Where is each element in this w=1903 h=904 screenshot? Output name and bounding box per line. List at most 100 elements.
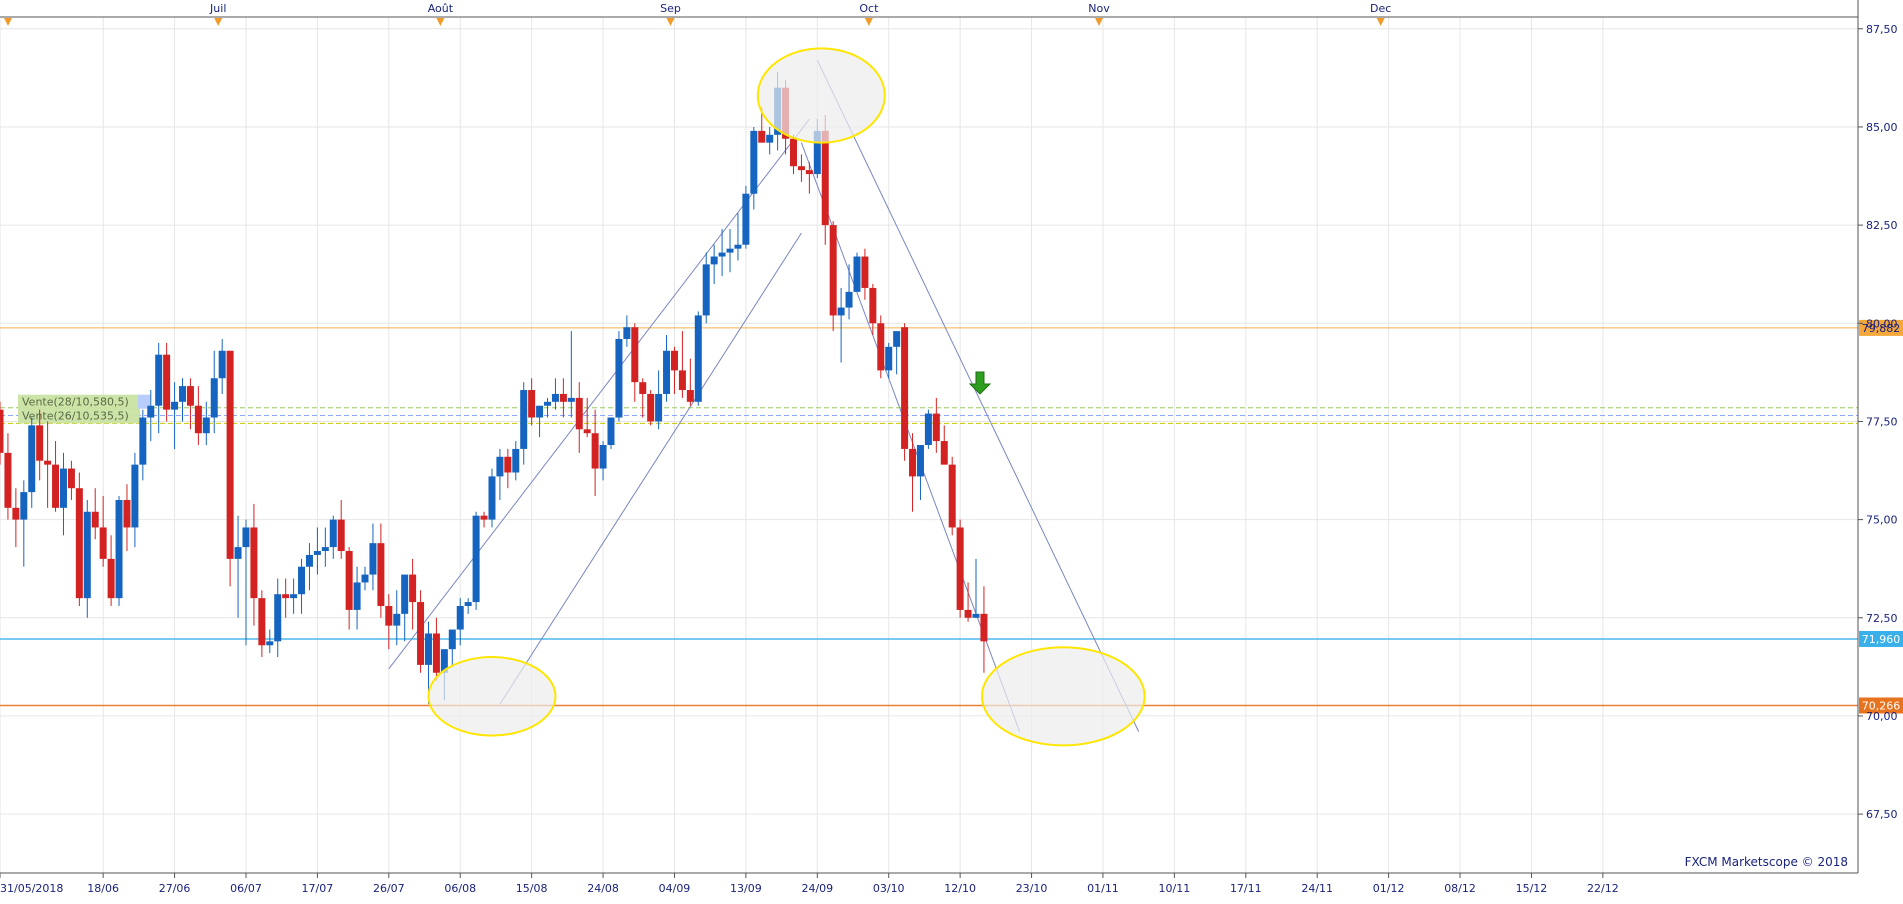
candle (456, 598, 464, 646)
candle-body (972, 613, 980, 618)
candle-body (194, 405, 202, 434)
candle (686, 358, 694, 406)
candle (313, 527, 321, 575)
trendline (388, 118, 810, 670)
sell-arrow-icon (968, 371, 992, 395)
candle (829, 221, 837, 332)
candle (694, 311, 702, 406)
candle (401, 574, 409, 642)
candle (504, 448, 512, 489)
candle (909, 433, 917, 512)
reference-label: 71,960 (1862, 633, 1901, 646)
candle-body (702, 264, 710, 316)
month-marker-icon (666, 18, 675, 26)
candle (266, 629, 274, 654)
candle (797, 154, 805, 182)
candle (250, 503, 258, 626)
reference-label: 70,266 (1862, 699, 1901, 712)
candle-body (948, 464, 956, 528)
candle (353, 566, 361, 630)
candle-body (12, 507, 20, 520)
month-label: Dec (1370, 2, 1391, 15)
candle (464, 598, 472, 614)
candle-body (44, 460, 52, 465)
y-tick-label: 77,50 (1866, 415, 1898, 428)
candle (123, 484, 131, 552)
candle (940, 425, 948, 465)
candle (710, 244, 718, 285)
candle (234, 515, 242, 618)
candle-body (575, 397, 583, 430)
candle (0, 401, 4, 465)
candle-body (607, 417, 615, 445)
x-tick-label: 15/08 (516, 882, 548, 895)
candle-body (647, 393, 655, 422)
x-tick-label: 08/12 (1444, 882, 1476, 895)
candle-body (924, 413, 932, 445)
candle (877, 315, 885, 379)
candle-body (813, 130, 821, 175)
candle-body (758, 130, 766, 143)
candle (361, 566, 369, 591)
candle-body (916, 445, 924, 477)
candle-body (147, 405, 155, 418)
candle-body (694, 315, 702, 402)
candle (20, 480, 28, 567)
month-marker-icon (864, 18, 873, 26)
candle (845, 264, 853, 320)
month-marker-icon (1376, 18, 1385, 26)
candle-body (353, 582, 361, 610)
candle-body (528, 390, 536, 418)
candle-body (107, 558, 115, 599)
candle (171, 382, 179, 449)
candle (321, 527, 329, 567)
candle (337, 499, 345, 559)
candle-body (829, 225, 837, 316)
candle (948, 456, 956, 536)
candle-body (901, 327, 909, 449)
x-tick-label: 27/06 (159, 882, 191, 895)
candle (980, 586, 988, 673)
candle (369, 523, 377, 591)
candle-body (710, 256, 718, 265)
candle-body (551, 393, 559, 402)
x-tick-label: 13/09 (730, 882, 762, 895)
candle (932, 397, 940, 453)
reference-label: 79,882 (1862, 322, 1901, 335)
candle (496, 448, 504, 500)
candle-body (409, 574, 417, 603)
candle-body (615, 338, 623, 418)
candle (44, 421, 52, 508)
candle-body (179, 386, 187, 402)
candle-body (234, 547, 242, 559)
y-tick-label: 67,50 (1866, 808, 1898, 821)
candle (536, 405, 544, 438)
candle (75, 472, 83, 606)
candle-body (464, 602, 472, 606)
candle (448, 629, 456, 665)
candle (393, 590, 401, 646)
candle-body (956, 527, 964, 610)
x-tick-label: 31/05/2018 (0, 882, 63, 895)
candles (0, 71, 988, 705)
candle (385, 594, 393, 650)
candle (742, 185, 750, 249)
candle-body (321, 547, 329, 552)
candle (512, 441, 520, 481)
x-tick-label: 01/11 (1087, 882, 1119, 895)
x-tick-label: 01/12 (1373, 882, 1405, 895)
candle (647, 390, 655, 426)
candle (885, 342, 893, 379)
candle (853, 252, 861, 292)
candle-body (599, 445, 607, 469)
x-tick-label: 23/10 (1016, 882, 1048, 895)
x-tick-label: 12/10 (944, 882, 976, 895)
candle-body (282, 594, 290, 599)
candle-body (4, 452, 12, 508)
candle-body (536, 405, 544, 418)
candle-body (361, 574, 369, 583)
candle-body (496, 456, 504, 477)
candle (488, 468, 496, 528)
candle (202, 401, 210, 445)
candle (559, 378, 567, 418)
